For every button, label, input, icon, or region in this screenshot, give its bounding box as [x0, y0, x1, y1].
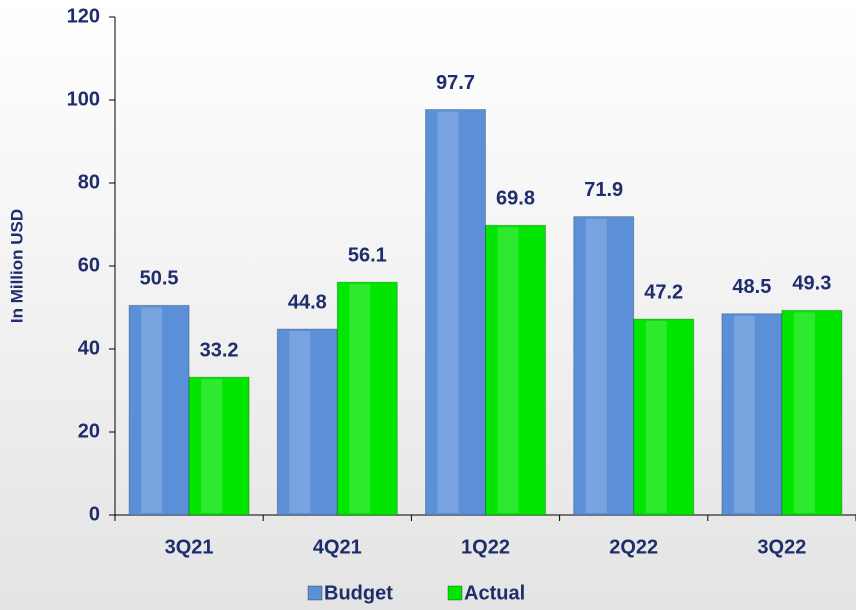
bar [721, 313, 783, 516]
bar-shine [289, 331, 311, 513]
data-label: 69.8 [496, 188, 535, 210]
bar-shine [585, 218, 607, 514]
x-tick-label: 3Q21 [165, 536, 214, 558]
y-tick-label: 120 [67, 5, 100, 27]
y-tick-label: 80 [78, 171, 100, 193]
y-tick-label: 40 [78, 337, 100, 359]
x-tick-label: 1Q22 [461, 536, 510, 558]
data-label: 33.2 [200, 340, 239, 362]
legend-swatch [447, 585, 463, 601]
bar [188, 376, 250, 516]
bar [485, 224, 546, 516]
data-label: 56.1 [348, 244, 387, 266]
bar-shine [437, 111, 459, 514]
x-tick-label: 2Q22 [609, 536, 658, 558]
bar [633, 318, 695, 516]
bar [276, 328, 338, 516]
data-label: 97.7 [436, 72, 475, 94]
data-label: 44.8 [288, 291, 327, 313]
bar-shine [141, 307, 163, 513]
legend-label: Budget [324, 582, 393, 604]
bar-shine [793, 312, 815, 513]
y-axis-label: In Million USD [7, 209, 26, 323]
bar-shine [349, 284, 371, 513]
bar [781, 309, 843, 516]
y-tick-label: 0 [89, 503, 100, 525]
bar-shine [645, 321, 667, 513]
legend-label: Actual [464, 582, 525, 604]
y-tick-label: 20 [78, 420, 100, 442]
x-tick-label: 3Q22 [757, 536, 806, 558]
bar-shine [201, 379, 223, 513]
bar [336, 281, 398, 516]
legend-swatch [307, 585, 323, 601]
data-label: 71.9 [584, 179, 623, 201]
bar [128, 304, 190, 516]
bar-shine [733, 315, 755, 513]
bar [573, 216, 635, 516]
data-label: 47.2 [644, 281, 683, 303]
y-tick-label: 60 [78, 254, 100, 276]
x-tick-label: 4Q21 [313, 536, 362, 558]
data-label: 50.5 [140, 268, 179, 290]
y-tick-label: 100 [67, 88, 100, 110]
data-label: 48.5 [732, 276, 771, 298]
bar-shine [497, 227, 519, 513]
data-label: 49.3 [792, 273, 831, 295]
